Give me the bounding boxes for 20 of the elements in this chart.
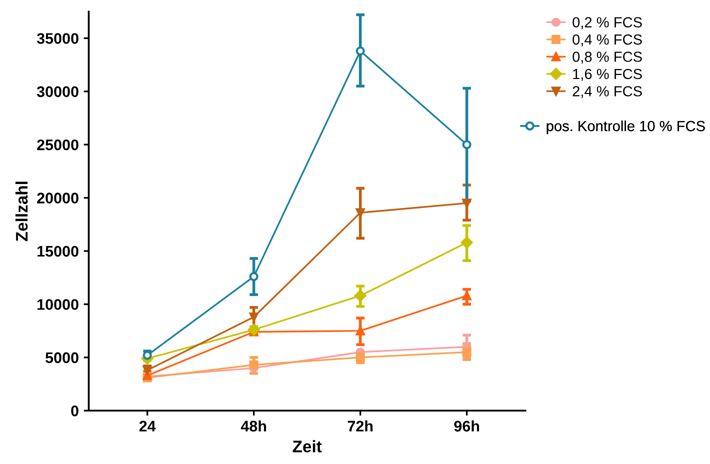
legend-label: 1,6 % FCS [573,68,642,81]
y-tick-label: 20000 [37,192,78,204]
x-axis-title: Zeit [292,440,322,452]
x-tick-label: 96h [454,420,480,432]
legend-label: 0,4 % FCS [572,34,642,46]
y-tick-label: 35000 [36,33,78,44]
y-tick-label: 0 [71,406,78,416]
x-tick-label: 24 [139,420,156,432]
y-tick-label: 25000 [37,139,78,150]
x-tick-label: 48h [240,420,266,432]
legend-label: 2,4 % FCS [572,86,642,98]
legend-label: 0,8 % FCS [572,52,642,64]
y-tick-label: 10000 [38,299,78,310]
y-axis-title: Zellzahl [15,182,28,242]
y-tick-label: 5000 [46,352,78,364]
legend-label: pos. Kontrolle 10 % FCS [546,120,705,134]
legend-label: 0,2 % FCS [572,17,642,30]
x-tick-label: 72h [348,420,373,432]
y-tick-label: 30000 [36,86,78,98]
y-tick-label: 15000 [38,246,78,257]
